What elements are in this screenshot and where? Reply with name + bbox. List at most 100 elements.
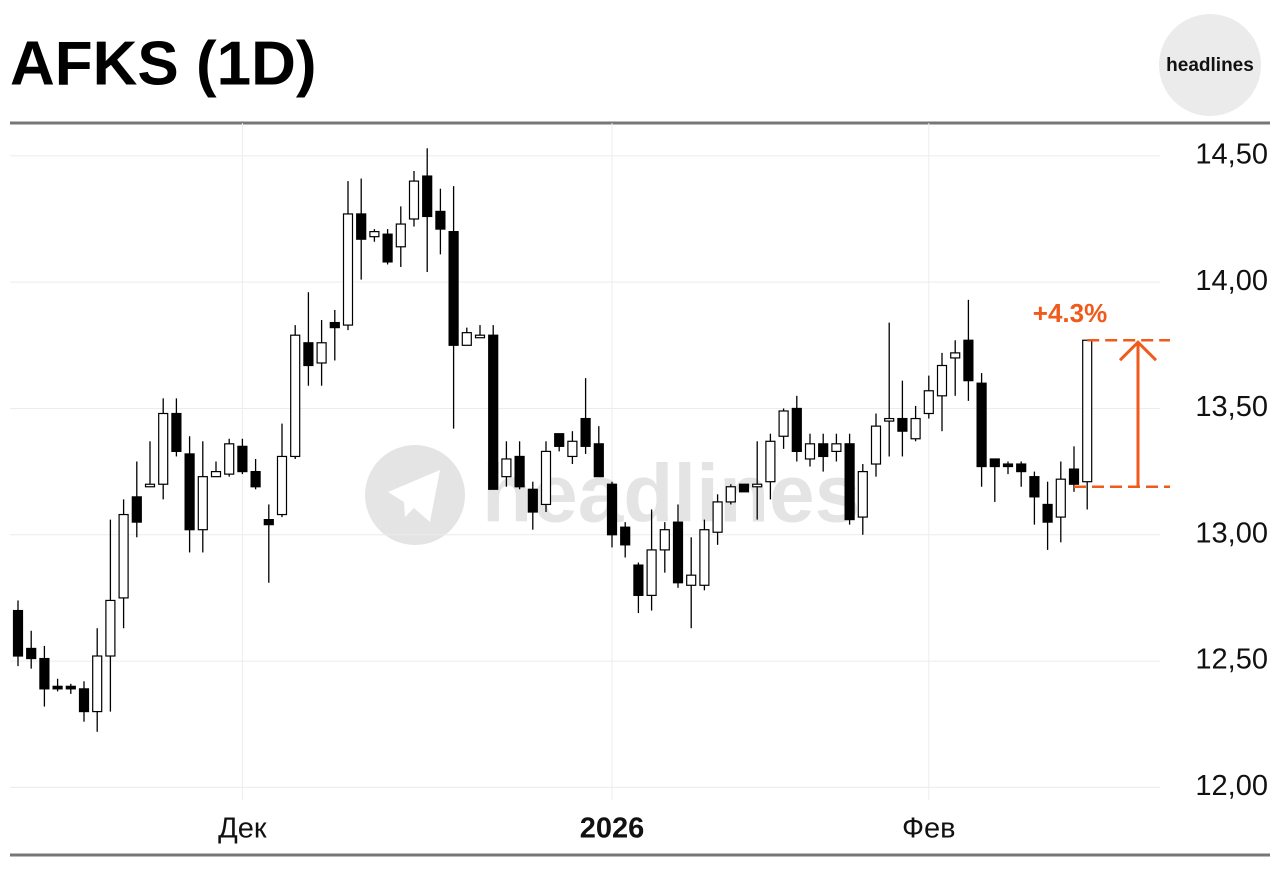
candle-body [897,417,908,432]
candle-body [263,519,274,526]
candle-body [1055,478,1066,518]
annotation-arrowhead [1118,340,1158,362]
candle-body [26,647,37,660]
candle-body [435,210,446,230]
y-tick-label: 14,00 [1195,265,1268,297]
candle-body [501,458,512,478]
candle-body [369,231,380,238]
candle-body [567,440,578,458]
candle-body [831,443,842,452]
candle-body [92,655,103,713]
logo: headlines [1166,55,1254,76]
candle-body [989,458,1000,468]
candle-body [171,412,182,452]
chart-title: AFKS (1D) [10,29,317,98]
y-tick-label: 12,00 [1195,770,1268,802]
candle-body [778,410,789,437]
candle-body [765,440,776,483]
y-tick-label: 13,00 [1195,517,1268,549]
candle-body [250,471,261,488]
candle-body [738,483,750,493]
candle-body [620,526,631,546]
candle-body [870,425,882,465]
candle-body [672,521,684,584]
candle-body [686,574,697,586]
candle-body [184,453,195,531]
candle-body [606,483,618,536]
watermark-text: headlines [482,449,860,540]
candle-body [448,231,459,346]
x-tick-label: Фев [902,813,956,845]
candle-body [316,342,327,364]
candle-body [884,417,895,422]
candle-body [158,412,169,485]
candle-body [818,443,829,458]
candle-body [725,486,736,503]
x-tick-label: Дек [218,813,267,845]
candle-body [844,443,855,521]
candle-body [804,443,816,460]
candle-body [540,450,552,506]
candle-body [910,417,921,440]
candle-body [39,657,50,690]
candle-body [303,342,314,367]
candle-body [950,352,961,359]
candle-body [976,382,987,468]
candle-body [1016,463,1027,473]
candle-body [237,445,248,473]
candle-body [12,609,24,657]
candle-body [197,476,208,531]
candle-body [395,223,406,248]
candle-body [752,483,763,488]
candle-body [290,334,301,458]
candle-body [514,455,525,488]
candle-body [105,599,116,657]
candle-body [488,334,499,490]
candle-body [382,233,393,263]
candle-body [52,685,63,690]
watermark-icon [365,445,465,545]
candle-body [461,332,472,346]
candle-body [791,407,802,452]
candle-body [1029,476,1040,498]
candle-body [474,334,486,339]
logo-circle [1159,14,1261,116]
candle-body [118,513,129,599]
candle-body [963,339,974,382]
candle-body [1082,339,1093,483]
candle-body [356,213,367,240]
candle-body [210,471,222,478]
candle-body [659,529,670,551]
candle-body [699,529,710,586]
candle-body [923,390,934,415]
candle-body [712,501,723,533]
candle-body [329,321,340,329]
candle-body [131,496,142,523]
candle-body [276,455,288,516]
candle-body [224,443,235,475]
candle-body [408,180,420,220]
candle-body [857,471,868,518]
candle-body [580,417,591,447]
candle-body [1042,503,1053,523]
x-tick-label: 2026 [580,813,645,845]
candle-body [65,685,76,690]
watermark-plane [388,470,440,522]
candle-body [422,175,433,218]
candle-body [1068,468,1080,485]
candle-body [646,549,657,596]
candle-body [633,564,644,596]
candle-body [936,364,948,397]
candle-body [78,688,90,713]
annotation-text: +4.3% [1033,298,1107,328]
y-tick-label: 14,50 [1195,138,1268,170]
candle-body [527,488,538,513]
candle-body [144,483,156,488]
candle-body [342,213,354,326]
candle-body [593,443,604,478]
candle-body [1002,463,1014,468]
y-tick-label: 13,50 [1195,391,1268,423]
y-tick-label: 12,50 [1195,644,1268,676]
